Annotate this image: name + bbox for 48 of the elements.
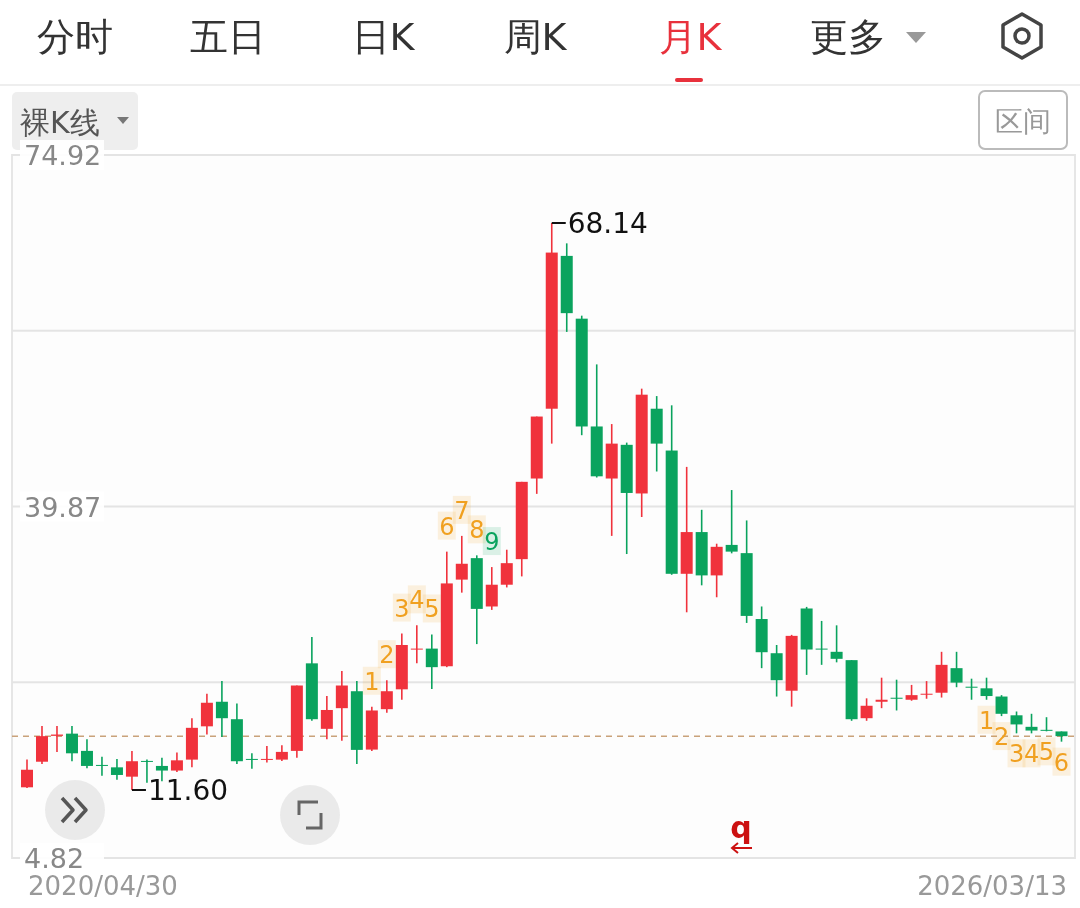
text: 月K	[658, 15, 723, 59]
candlestick	[995, 694, 1008, 717]
text: 裸K线	[20, 105, 100, 140]
candlestick	[950, 651, 963, 689]
text: 2026/03/13	[917, 871, 1067, 901]
candlestick	[110, 758, 123, 781]
candlestick	[200, 692, 213, 736]
text: 2020/04/30	[28, 871, 178, 901]
candlestick	[21, 758, 33, 789]
candlestick	[320, 695, 333, 741]
candlestick	[140, 758, 153, 784]
text: 日K	[351, 15, 416, 59]
annotation: 11.60	[147, 774, 229, 808]
candlestick	[245, 752, 258, 770]
text: 分时	[37, 15, 113, 59]
candlestick	[725, 489, 738, 555]
candlestick	[260, 745, 273, 764]
candlestick	[380, 679, 393, 714]
y-tick-label: 74.92	[24, 140, 102, 171]
candlestick	[500, 548, 513, 589]
candlestick	[1025, 712, 1038, 735]
candlestick	[425, 633, 438, 690]
candlestick	[95, 755, 108, 777]
candlestick	[875, 676, 888, 709]
text: 区间	[995, 105, 1051, 138]
candlestick	[965, 677, 978, 701]
y-tick-label: 4.82	[24, 843, 85, 874]
candlestick	[80, 738, 93, 770]
candlestick	[815, 620, 828, 666]
annotation: 68.14	[567, 206, 648, 240]
annotation: q	[730, 810, 752, 845]
candlestick	[890, 678, 903, 712]
candlestick	[215, 680, 228, 738]
y-tick-label: 39.87	[24, 491, 102, 523]
candlestick	[860, 697, 873, 722]
text: 更多	[810, 15, 886, 59]
candlestick	[170, 751, 183, 773]
candlestick	[65, 725, 78, 763]
candlestick	[485, 566, 498, 611]
candlestick	[830, 624, 843, 664]
candlestick	[980, 676, 993, 701]
candlestick	[125, 750, 138, 791]
candlestick	[1010, 710, 1023, 735]
candlestick	[410, 624, 423, 665]
text: 周K	[503, 15, 568, 59]
candlestick	[455, 535, 468, 594]
text: 五日	[190, 15, 266, 59]
candlestick	[335, 670, 348, 742]
